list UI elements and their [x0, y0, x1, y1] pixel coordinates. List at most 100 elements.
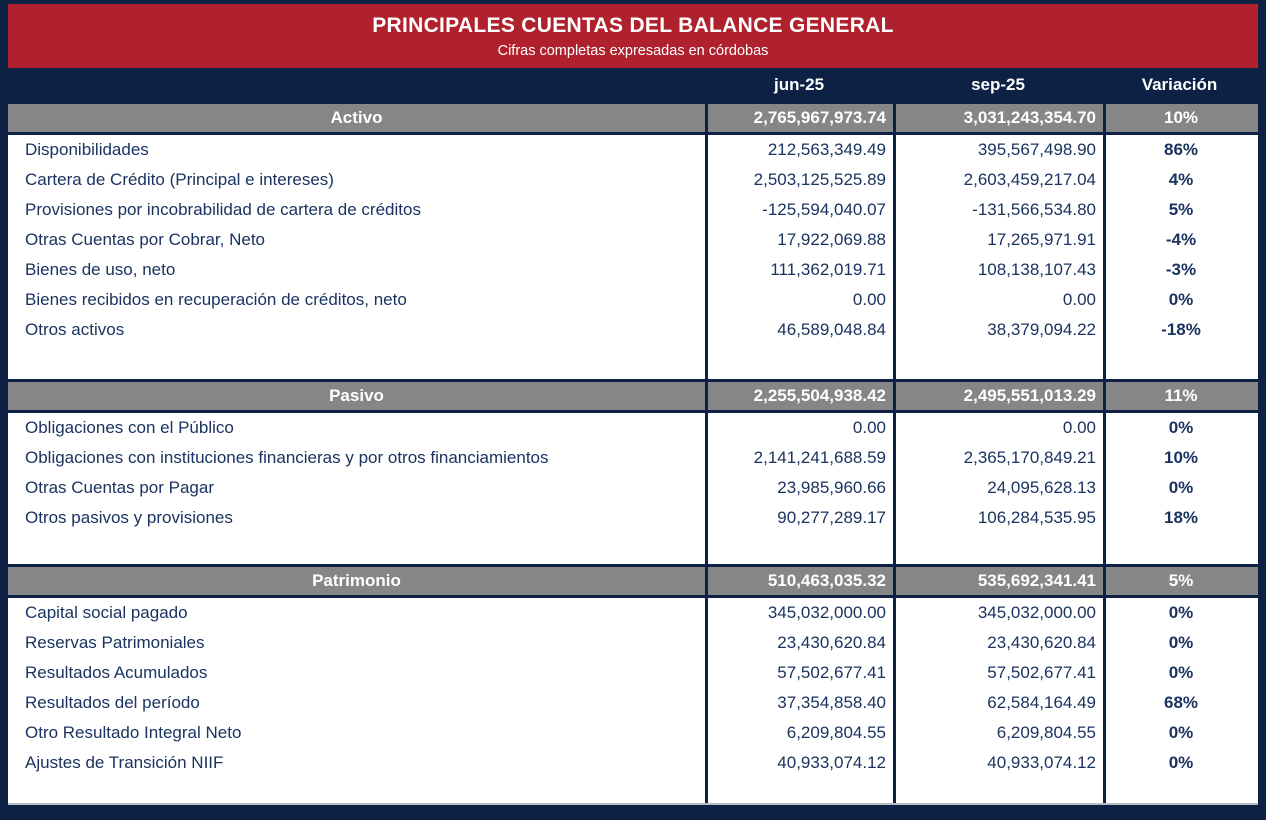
variation: 0%	[1103, 718, 1256, 748]
table-row: Reservas Patrimoniales 23,430,620.84 23,…	[8, 628, 1258, 658]
value-sep: 106,284,535.95	[893, 503, 1103, 533]
balance-table: Activo 2,765,967,973.74 3,031,243,354.70…	[8, 101, 1258, 805]
variation: 0%	[1103, 628, 1256, 658]
table-row: Otro Resultado Integral Neto 6,209,804.5…	[8, 718, 1258, 748]
value-jun: 46,589,048.84	[705, 315, 893, 345]
row-label: Otras Cuentas por Cobrar, Neto	[25, 230, 266, 249]
table-bottom-spacer	[8, 778, 1258, 803]
row-label: Obligaciones con el Público	[25, 418, 234, 437]
row-label: Disponibilidades	[25, 140, 149, 159]
section-title: Pasivo	[329, 386, 384, 405]
row-label: Obligaciones con instituciones financier…	[25, 448, 549, 467]
value-jun: -125,594,040.07	[705, 195, 893, 225]
value-jun: 345,032,000.00	[705, 598, 893, 628]
value-sep: 62,584,164.49	[893, 688, 1103, 718]
value-jun: 23,430,620.84	[705, 628, 893, 658]
row-label: Provisiones por incobrabilidad de carter…	[25, 200, 421, 219]
section-variation: 11%	[1103, 382, 1256, 410]
section-value-sep: 2,495,551,013.29	[893, 382, 1103, 410]
section-title: Patrimonio	[312, 571, 401, 590]
value-jun: 23,985,960.66	[705, 473, 893, 503]
row-label: Resultados Acumulados	[25, 663, 208, 682]
row-label: Ajustes de Transición NIIF	[25, 753, 224, 772]
table-row: Provisiones por incobrabilidad de carter…	[8, 195, 1258, 225]
section-value-jun: 2,255,504,938.42	[705, 382, 893, 410]
value-jun: 17,922,069.88	[705, 225, 893, 255]
section-spacer	[8, 345, 1258, 379]
table-row: Bienes recibidos en recuperación de créd…	[8, 285, 1258, 315]
table-row: Otros pasivos y provisiones 90,277,289.1…	[8, 503, 1258, 533]
value-jun: 57,502,677.41	[705, 658, 893, 688]
variation: 68%	[1103, 688, 1256, 718]
value-sep: 0.00	[893, 285, 1103, 315]
variation: 0%	[1103, 748, 1256, 778]
row-label: Reservas Patrimoniales	[25, 633, 205, 652]
value-sep: 23,430,620.84	[893, 628, 1103, 658]
section-value-jun: 510,463,035.32	[705, 567, 893, 595]
value-sep: 40,933,074.12	[893, 748, 1103, 778]
variation: -3%	[1103, 255, 1256, 285]
table-row: Resultados del período 37,354,858.40 62,…	[8, 688, 1258, 718]
value-sep: 2,365,170,849.21	[893, 443, 1103, 473]
section-row-pasivo: Pasivo 2,255,504,938.42 2,495,551,013.29…	[8, 379, 1258, 413]
value-jun: 0.00	[705, 413, 893, 443]
variation: 18%	[1103, 503, 1256, 533]
variation: 0%	[1103, 598, 1256, 628]
table-row: Capital social pagado 345,032,000.00 345…	[8, 598, 1258, 628]
col-header-variacion: Variación	[1141, 74, 1218, 94]
section-row-activo: Activo 2,765,967,973.74 3,031,243,354.70…	[8, 101, 1258, 135]
report-title: PRINCIPALES CUENTAS DEL BALANCE GENERAL	[372, 13, 894, 37]
table-row: Ajustes de Transición NIIF 40,933,074.12…	[8, 748, 1258, 778]
value-jun: 40,933,074.12	[705, 748, 893, 778]
table-row: Resultados Acumulados 57,502,677.41 57,5…	[8, 658, 1258, 688]
value-sep: 0.00	[893, 413, 1103, 443]
value-sep: 38,379,094.22	[893, 315, 1103, 345]
row-label: Cartera de Crédito (Principal e interese…	[25, 170, 334, 189]
variation: 0%	[1103, 413, 1256, 443]
column-header-row: jun-25 sep-25 Variación	[8, 68, 1258, 101]
section-value-jun: 2,765,967,973.74	[705, 104, 893, 132]
section-title: Activo	[330, 108, 383, 127]
value-jun: 6,209,804.55	[705, 718, 893, 748]
table-row: Otros activos 46,589,048.84 38,379,094.2…	[8, 315, 1258, 345]
value-jun: 0.00	[705, 285, 893, 315]
value-jun: 111,362,019.71	[705, 255, 893, 285]
variation: 86%	[1103, 135, 1256, 165]
row-label: Bienes de uso, neto	[25, 260, 176, 279]
row-label: Otro Resultado Integral Neto	[25, 723, 242, 742]
variation: 5%	[1103, 195, 1256, 225]
variation: 4%	[1103, 165, 1256, 195]
report-subtitle: Cifras completas expresadas en córdobas	[497, 42, 769, 59]
value-sep: 2,603,459,217.04	[893, 165, 1103, 195]
value-sep: 395,567,498.90	[893, 135, 1103, 165]
table-row: Bienes de uso, neto 111,362,019.71 108,1…	[8, 255, 1258, 285]
value-sep: -131,566,534.80	[893, 195, 1103, 225]
balance-report-page: PRINCIPALES CUENTAS DEL BALANCE GENERAL …	[0, 4, 1266, 820]
row-label: Resultados del período	[25, 693, 200, 712]
row-label: Otras Cuentas por Pagar	[25, 478, 214, 497]
table-row: Disponibilidades 212,563,349.49 395,567,…	[8, 135, 1258, 165]
value-sep: 17,265,971.91	[893, 225, 1103, 255]
table-row: Cartera de Crédito (Principal e interese…	[8, 165, 1258, 195]
variation: -4%	[1103, 225, 1256, 255]
section-row-patrimonio: Patrimonio 510,463,035.32 535,692,341.41…	[8, 564, 1258, 598]
value-sep: 57,502,677.41	[893, 658, 1103, 688]
col-header-sep-25: sep-25	[971, 74, 1025, 94]
value-jun: 212,563,349.49	[705, 135, 893, 165]
section-variation: 5%	[1103, 567, 1256, 595]
section-value-sep: 535,692,341.41	[893, 567, 1103, 595]
table-row: Otras Cuentas por Pagar 23,985,960.66 24…	[8, 473, 1258, 503]
variation: 0%	[1103, 658, 1256, 688]
value-jun: 37,354,858.40	[705, 688, 893, 718]
report-banner: PRINCIPALES CUENTAS DEL BALANCE GENERAL …	[8, 4, 1258, 68]
col-header-jun-25: jun-25	[773, 74, 825, 94]
value-sep: 6,209,804.55	[893, 718, 1103, 748]
variation: 0%	[1103, 285, 1256, 315]
variation: 0%	[1103, 473, 1256, 503]
row-label: Otros pasivos y provisiones	[25, 508, 233, 527]
section-value-sep: 3,031,243,354.70	[893, 104, 1103, 132]
row-label: Capital social pagado	[25, 603, 188, 622]
value-sep: 108,138,107.43	[893, 255, 1103, 285]
value-jun: 90,277,289.17	[705, 503, 893, 533]
value-sep: 345,032,000.00	[893, 598, 1103, 628]
